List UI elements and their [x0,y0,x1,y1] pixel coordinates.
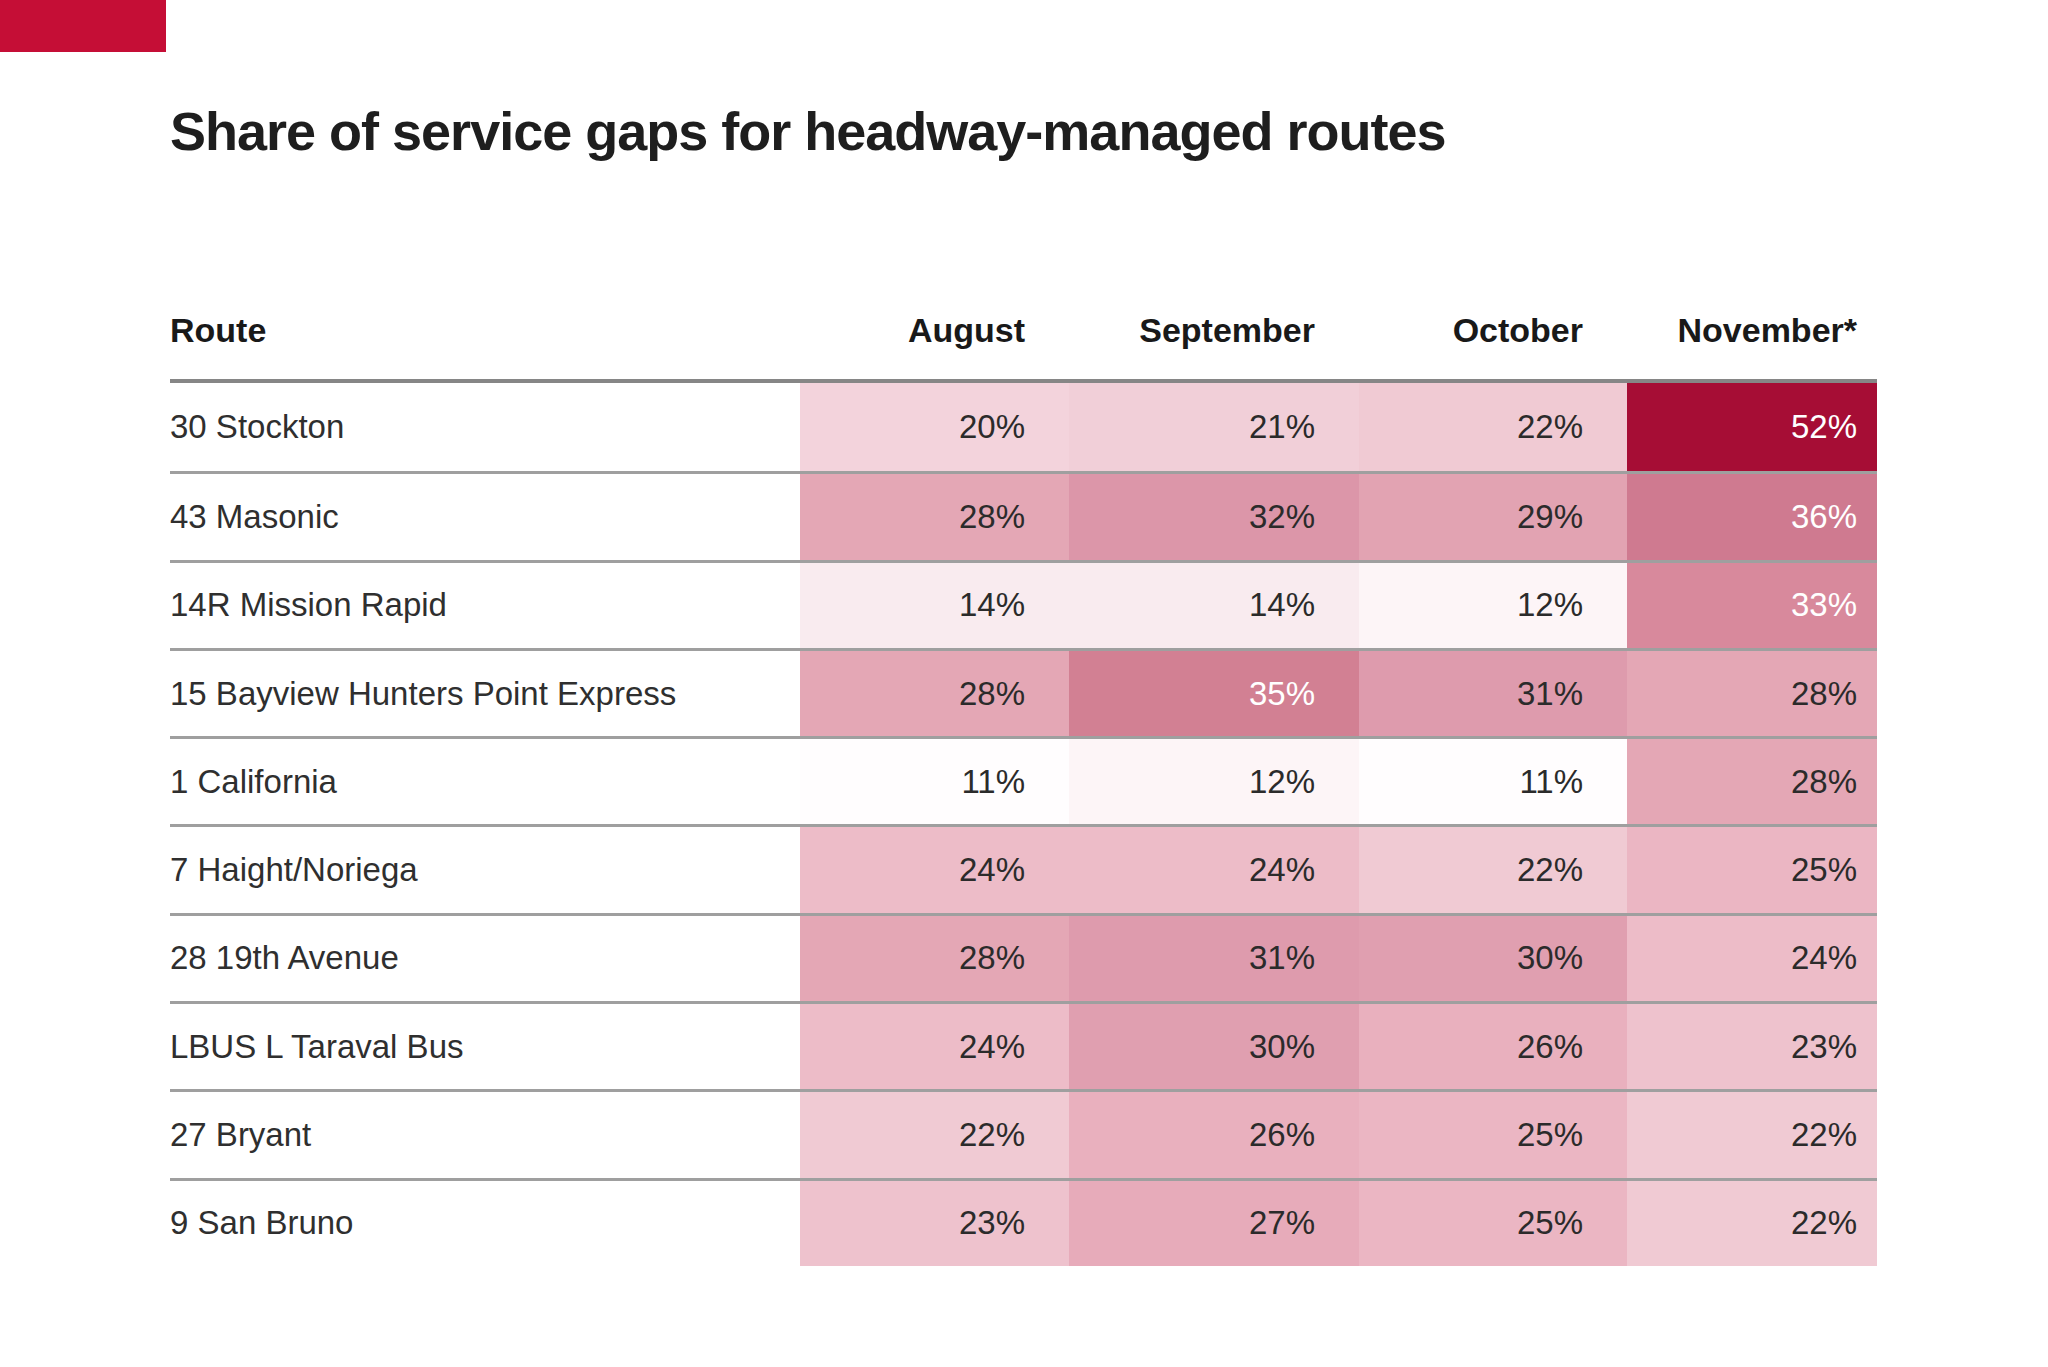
value-cell: 28% [800,651,1069,736]
table-row: 27 Bryant 22% 26% 25% 22% [170,1089,1877,1177]
table-row: 14R Mission Rapid 14% 14% 12% 33% [170,560,1877,648]
route-label: 7 Haight/Noriega [170,827,800,912]
route-label: LBUS L Taraval Bus [170,1004,800,1089]
value-cell: 24% [1069,827,1359,912]
value-cell: 11% [1359,739,1627,824]
value-cell: 25% [1359,1092,1627,1177]
table-row: 1 California 11% 12% 11% 28% [170,736,1877,824]
brand-mark [0,0,166,52]
value-cell: 24% [800,1004,1069,1089]
value-cell: 31% [1069,916,1359,1001]
value-cell: 22% [1627,1181,1877,1266]
column-header-route: Route [170,310,800,379]
service-gaps-table: Route August September October November*… [170,310,1877,1266]
value-cell: 28% [800,474,1069,559]
value-cell: 30% [1359,916,1627,1001]
chart-title: Share of service gaps for headway-manage… [170,102,1445,161]
value-cell: 24% [1627,916,1877,1001]
value-cell: 23% [1627,1004,1877,1089]
value-cell: 22% [1359,383,1627,471]
value-cell: 28% [1627,651,1877,736]
table-row: 9 San Bruno 23% 27% 25% 22% [170,1178,1877,1266]
column-header-august: August [800,310,1069,379]
value-cell: 22% [1627,1092,1877,1177]
table-row: 28 19th Avenue 28% 31% 30% 24% [170,913,1877,1001]
value-cell: 35% [1069,651,1359,736]
value-cell: 31% [1359,651,1627,736]
value-cell: 24% [800,827,1069,912]
route-label: 14R Mission Rapid [170,563,800,648]
value-cell: 12% [1359,563,1627,648]
value-cell: 36% [1627,474,1877,559]
table-row: LBUS L Taraval Bus 24% 30% 26% 23% [170,1001,1877,1089]
value-cell: 12% [1069,739,1359,824]
column-header-october: October [1359,310,1627,379]
route-label: 1 California [170,739,800,824]
table-row: 30 Stockton 20% 21% 22% 52% [170,383,1877,471]
value-cell: 30% [1069,1004,1359,1089]
value-cell: 20% [800,383,1069,471]
value-cell: 23% [800,1181,1069,1266]
value-cell: 21% [1069,383,1359,471]
route-label: 27 Bryant [170,1092,800,1177]
route-label: 15 Bayview Hunters Point Express [170,651,800,736]
route-label: 43 Masonic [170,474,800,559]
page: Share of service gaps for headway-manage… [0,0,2048,1367]
value-cell: 25% [1359,1181,1627,1266]
table-row: 43 Masonic 28% 32% 29% 36% [170,471,1877,559]
route-label: 9 San Bruno [170,1181,800,1266]
column-header-september: September [1069,310,1359,379]
value-cell: 33% [1627,563,1877,648]
value-cell: 14% [1069,563,1359,648]
value-cell: 28% [800,916,1069,1001]
value-cell: 22% [800,1092,1069,1177]
table-row: 15 Bayview Hunters Point Express 28% 35%… [170,648,1877,736]
value-cell: 14% [800,563,1069,648]
value-cell: 52% [1627,383,1877,471]
value-cell: 29% [1359,474,1627,559]
table-row: 7 Haight/Noriega 24% 24% 22% 25% [170,824,1877,912]
value-cell: 22% [1359,827,1627,912]
column-header-november: November* [1627,310,1877,379]
route-label: 28 19th Avenue [170,916,800,1001]
table-header-row: Route August September October November* [170,310,1877,383]
value-cell: 32% [1069,474,1359,559]
value-cell: 27% [1069,1181,1359,1266]
value-cell: 11% [800,739,1069,824]
value-cell: 28% [1627,739,1877,824]
route-label: 30 Stockton [170,383,800,471]
value-cell: 26% [1069,1092,1359,1177]
value-cell: 26% [1359,1004,1627,1089]
value-cell: 25% [1627,827,1877,912]
